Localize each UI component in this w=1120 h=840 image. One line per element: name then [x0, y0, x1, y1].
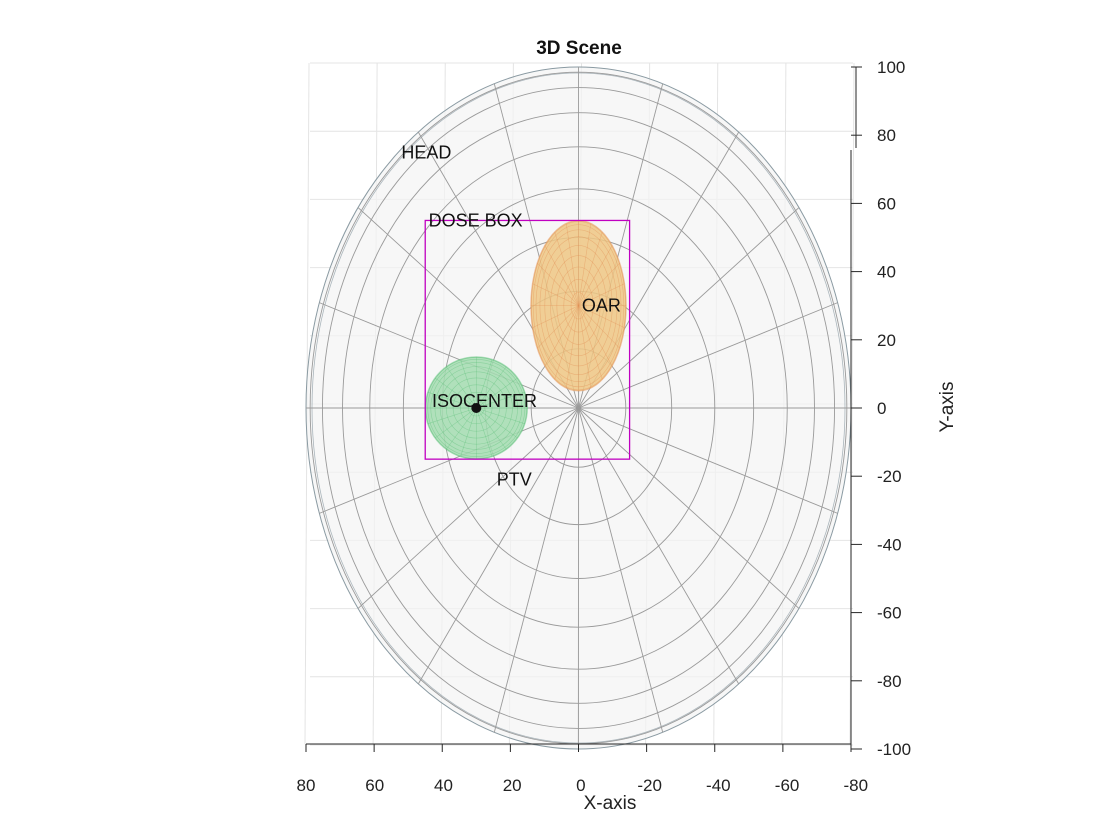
ptv-ring — [430, 362, 523, 454]
oar-meridian — [578, 231, 603, 306]
ptv-ring — [434, 366, 518, 450]
head-meridian — [319, 302, 579, 409]
oar-meridian — [554, 231, 579, 306]
annotation-head: HEAD — [401, 142, 451, 162]
oar-meridian — [578, 262, 621, 306]
oar-ellipsoid — [530, 219, 627, 392]
head-meridian — [578, 407, 740, 685]
oar-meridian — [578, 305, 603, 380]
y-tick-label: 0 — [877, 399, 886, 418]
head-meridian — [578, 407, 800, 609]
y-tick-labels: 100 80 60 40 20 0 -20 -40 -60 -80 -100 — [851, 58, 911, 759]
oar-meridian — [578, 305, 592, 389]
annotation-dose-box: DOSE BOX — [429, 210, 523, 230]
oar-meridian — [544, 245, 579, 306]
ptv-meridian — [446, 407, 477, 450]
isocenter-point — [471, 403, 482, 413]
x-axis-label: X-axis — [584, 793, 637, 814]
ptv-ring — [445, 377, 507, 439]
head-meridian — [357, 207, 579, 409]
oar-meridian — [565, 305, 579, 389]
ptv-meridian — [476, 407, 518, 439]
y-tick-label: 40 — [877, 263, 896, 282]
ptv-meridian — [476, 407, 493, 457]
oar-meridian — [536, 305, 579, 349]
head-meridian — [319, 407, 579, 514]
head-meridian — [578, 407, 838, 514]
oar-meridian — [532, 283, 579, 306]
ptv-meridian — [460, 359, 477, 409]
ptv-ring — [452, 384, 500, 432]
y-tick-label: -60 — [877, 604, 902, 623]
annotations: HEAD DOSE BOX OAR ISOCENTER PTV — [401, 142, 621, 489]
oar-meridian — [578, 223, 592, 306]
ptv-meridian — [460, 407, 477, 457]
oar-meridian — [578, 305, 625, 329]
y-tick-label: 20 — [877, 331, 896, 350]
ptv-meridian — [476, 377, 518, 409]
x-tick-label: -20 — [637, 776, 662, 795]
x-tick-label: -40 — [706, 776, 731, 795]
y-tick-label: -20 — [877, 467, 902, 486]
y-tick-label: -100 — [877, 740, 911, 759]
oar-meridian — [578, 305, 613, 367]
y-tick-label: -80 — [877, 672, 902, 691]
oar-meridian — [554, 305, 579, 380]
ptv-meridian — [427, 407, 477, 425]
ptv-meridian — [434, 407, 477, 439]
y-axis-label: Y-axis — [937, 381, 958, 432]
x-tick-label: -60 — [775, 776, 800, 795]
ptv-meridian — [476, 366, 507, 409]
oar-meridian — [578, 283, 625, 306]
y-tick-label: -40 — [877, 535, 902, 554]
annotation-ptv: PTV — [497, 470, 532, 490]
oar-meridian — [565, 223, 579, 306]
y-tick-label: 100 — [877, 58, 905, 77]
dose-box — [424, 219, 631, 460]
head-meridian — [417, 407, 579, 685]
ptv-ring — [439, 371, 513, 445]
head-meridian — [493, 407, 579, 733]
x-tick-label: -80 — [844, 776, 869, 795]
annotation-isocenter: ISOCENTER — [432, 391, 537, 411]
chart-title: 3D Scene — [536, 38, 622, 59]
head-ellipsoid — [305, 66, 852, 750]
oar-meridian — [578, 305, 621, 349]
x-tick-labels: 80 60 40 20 0 -20 -40 -60 -80 — [297, 744, 869, 795]
x-tick-label: 60 — [365, 776, 384, 795]
ptv-ring — [468, 399, 485, 417]
points — [471, 403, 482, 413]
x-tick-label: 40 — [434, 776, 453, 795]
oar-meridian — [532, 305, 579, 329]
ptv-meridian — [476, 391, 525, 409]
head-meridian — [578, 302, 838, 409]
ptv-meridian — [476, 359, 493, 409]
ptv-ring — [460, 391, 493, 425]
ptv-meridian — [427, 391, 477, 409]
y-tick-label: 80 — [877, 126, 896, 145]
oar-meridian — [544, 305, 579, 367]
oar-meridian — [578, 245, 613, 306]
ptv-meridian — [446, 366, 477, 409]
dose-box-outline — [424, 219, 631, 460]
annotation-oar: OAR — [582, 296, 621, 316]
ptv-ring — [427, 359, 526, 457]
head-meridian — [357, 407, 579, 609]
x-tick-label: 80 — [297, 776, 316, 795]
x-tick-label: 0 — [576, 776, 585, 795]
x-tick-label: 20 — [503, 776, 522, 795]
head-meridian — [578, 207, 800, 409]
ptv-meridian — [434, 377, 477, 409]
ptv-meridian — [476, 407, 525, 425]
oar-meridian — [536, 262, 579, 306]
ptv-meridian — [476, 407, 507, 450]
y-tick-label: 60 — [877, 194, 896, 213]
head-meridian — [578, 407, 664, 733]
